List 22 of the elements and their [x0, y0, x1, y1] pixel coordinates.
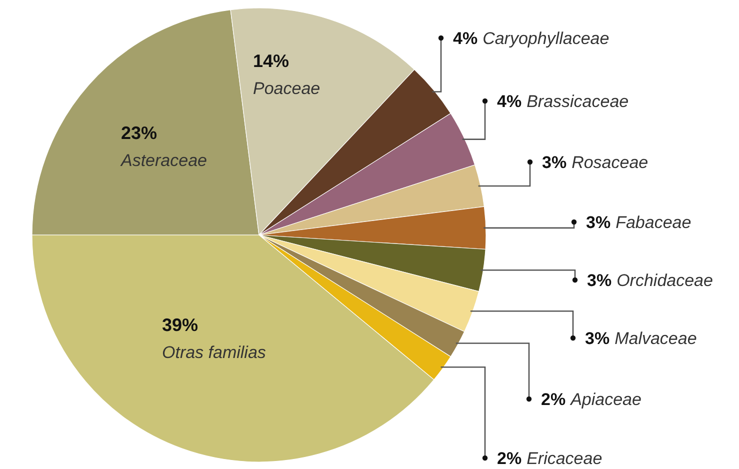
data-label: 4%	[453, 29, 478, 48]
slice-label: Ericaceae	[526, 449, 602, 468]
slice-label: Rosaceae	[572, 153, 648, 172]
data-label: 3%	[542, 153, 567, 172]
data-label: 2%	[541, 390, 566, 409]
data-label: 14%	[253, 51, 290, 71]
slice-label: Fabaceae	[616, 213, 692, 232]
data-label: 2%	[497, 449, 522, 468]
data-label: 3%	[585, 329, 610, 348]
slice-label: Apiaceae	[570, 390, 642, 409]
data-label: 3%	[586, 213, 611, 232]
slice-label: Orchidaceae	[616, 271, 713, 290]
data-label: 3%	[587, 271, 612, 290]
slice-label: Otras familias	[162, 343, 266, 362]
slice-label: Asteraceae	[120, 151, 207, 170]
slice-label: Caryophyllaceae	[482, 29, 610, 48]
data-label: 4%	[497, 92, 522, 111]
slice-label: Poaceae	[253, 79, 320, 98]
slice-label: Brassicaceae	[526, 92, 629, 111]
slice-label: Malvaceae	[614, 329, 697, 348]
data-label: 39%	[162, 315, 198, 335]
data-label: 23%	[121, 123, 158, 143]
